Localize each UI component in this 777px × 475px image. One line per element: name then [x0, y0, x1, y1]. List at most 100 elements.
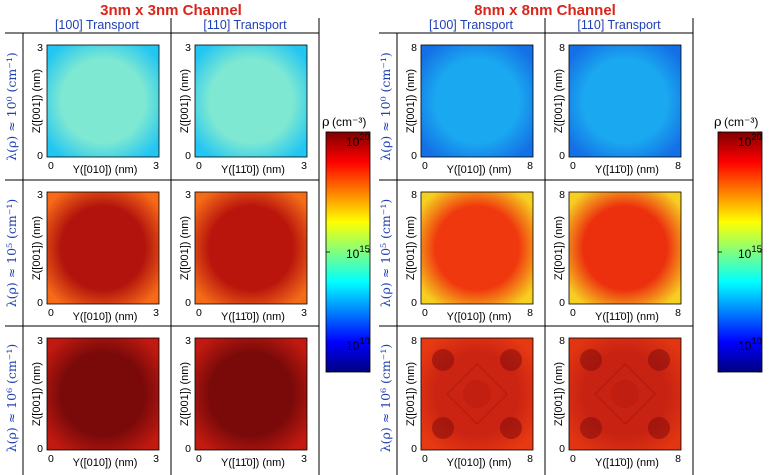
density-contour: [594, 363, 656, 425]
x-axis-label: Y([11̄0]) (nm): [595, 311, 659, 323]
density-map: [421, 192, 533, 304]
x-axis-label: Y([010]) (nm): [447, 164, 512, 176]
x-axis-label: Y([010]) (nm): [447, 311, 512, 323]
density-lobe: [500, 349, 522, 371]
colorbar-unit: (cm⁻³): [332, 115, 366, 129]
x-tick-min: 0: [422, 307, 428, 319]
y-tick-max: 3: [185, 189, 191, 201]
group-title: 8nm x 8nm Channel: [474, 2, 616, 19]
y-axis-label: Z([001]) (nm): [553, 216, 565, 280]
y-tick-max: 8: [559, 335, 565, 347]
plot-frame: [194, 44, 308, 158]
y-tick-min: 0: [185, 297, 191, 309]
plot-frame: [420, 191, 534, 305]
x-tick-min: 0: [48, 453, 54, 465]
plot-frame: [194, 191, 308, 305]
x-axis-label: Y([010]) (nm): [73, 164, 138, 176]
row-label: λ(ρ) ≈ 10⁵ (cm⁻¹): [4, 199, 19, 308]
density-map: [47, 338, 159, 450]
density-lobe: [432, 417, 454, 439]
y-tick-max: 3: [37, 42, 43, 54]
density-panel: 8 00 8 Y([11̄0]) (nm) Z([001]) (nm): [553, 335, 682, 469]
density-panel: 3 00 3 Y([11̄0]) (nm) Z([001]) (nm): [179, 42, 308, 176]
x-tick-max: 3: [301, 453, 307, 465]
x-axis-label: Y([11̄0]) (nm): [221, 311, 285, 323]
x-tick-min: 0: [48, 160, 54, 172]
plot-frame: [46, 44, 160, 158]
column-header: [110] Transport: [577, 18, 661, 32]
x-tick-max: 8: [675, 307, 681, 319]
plot-frame: [420, 44, 534, 158]
density-lobe: [432, 349, 454, 371]
x-tick-max: 8: [675, 453, 681, 465]
plot-frame: [568, 44, 682, 158]
y-tick-max: 8: [411, 189, 417, 201]
y-axis-label: Z([001]) (nm): [553, 69, 565, 133]
y-axis-label: Z([001]) (nm): [31, 362, 43, 426]
x-tick-min: 0: [570, 307, 576, 319]
density-panel: 3 00 3 Y([010]) (nm) Z([001]) (nm): [31, 42, 160, 176]
y-axis-label: Z([001]) (nm): [179, 216, 191, 280]
y-tick-max: 3: [185, 335, 191, 347]
y-tick-max: 8: [411, 335, 417, 347]
group-3nm: 3nm x 3nm Channel[100] Transport [110] Tr…: [4, 2, 371, 475]
x-tick-max: 3: [301, 160, 307, 172]
x-tick-min: 0: [422, 453, 428, 465]
x-tick-max: 3: [301, 307, 307, 319]
x-tick-max: 3: [153, 160, 159, 172]
y-tick-min: 0: [185, 443, 191, 455]
x-tick-max: 8: [527, 160, 533, 172]
x-tick-max: 8: [527, 307, 533, 319]
density-lobe: [580, 349, 602, 371]
x-tick-min: 0: [570, 160, 576, 172]
density-panel: 3 00 3 Y([11̄0]) (nm) Z([001]) (nm): [179, 335, 308, 469]
density-lobe: [500, 417, 522, 439]
row-label: λ(ρ) ≈ 10⁶ (cm⁻¹): [4, 344, 19, 453]
plot-frame: [46, 191, 160, 305]
x-tick-max: 3: [153, 453, 159, 465]
group-title: 3nm x 3nm Channel: [100, 2, 242, 19]
plot-frame: [46, 337, 160, 451]
column-header: [100] Transport: [429, 18, 514, 32]
y-tick-min: 0: [411, 443, 417, 455]
x-axis-label: Y([11̄0]) (nm): [221, 164, 285, 176]
y-tick-min: 0: [411, 150, 417, 162]
y-axis-label: Z([001]) (nm): [405, 69, 417, 133]
x-tick-max: 8: [675, 160, 681, 172]
y-tick-max: 3: [185, 42, 191, 54]
density-map: [47, 45, 159, 157]
y-tick-min: 0: [185, 150, 191, 162]
group-8nm: 8nm x 8nm Channel[100] Transport [110] Tr…: [378, 2, 763, 475]
colorbar-label: ρ: [714, 115, 722, 130]
density-map: [47, 192, 159, 304]
density-panel: 8 00 8 Y([010]) (nm) Z([001]) (nm): [405, 189, 534, 323]
y-axis-label: Z([001]) (nm): [179, 362, 191, 426]
density-map: [195, 338, 307, 450]
density-contour: [446, 363, 508, 425]
y-tick-min: 0: [37, 443, 43, 455]
plot-frame: [568, 191, 682, 305]
y-tick-min: 0: [559, 443, 565, 455]
x-tick-min: 0: [196, 160, 202, 172]
x-axis-label: Y([010]) (nm): [73, 311, 138, 323]
row-label: λ(ρ) ≈ 10⁰ (cm⁻¹): [378, 52, 393, 161]
y-tick-max: 8: [411, 42, 417, 54]
x-tick-min: 0: [196, 453, 202, 465]
density-map: [195, 45, 307, 157]
density-lobe: [611, 380, 639, 408]
y-tick-max: 8: [559, 189, 565, 201]
density-panel: 8 00 8 Y([010]) (nm) Z([001]) (nm): [405, 335, 534, 469]
y-tick-min: 0: [559, 297, 565, 309]
density-map: [195, 192, 307, 304]
x-tick-min: 0: [422, 160, 428, 172]
density-panel: 3 00 3 Y([11̄0]) (nm) Z([001]) (nm): [179, 189, 308, 323]
x-tick-min: 0: [48, 307, 54, 319]
colorbar-scale: [717, 131, 763, 373]
plot-frame: [568, 337, 682, 451]
y-tick-max: 3: [37, 335, 43, 347]
x-axis-label: Y([11̄0]) (nm): [595, 164, 659, 176]
plot-frame: [194, 337, 308, 451]
density-map: [421, 45, 533, 157]
